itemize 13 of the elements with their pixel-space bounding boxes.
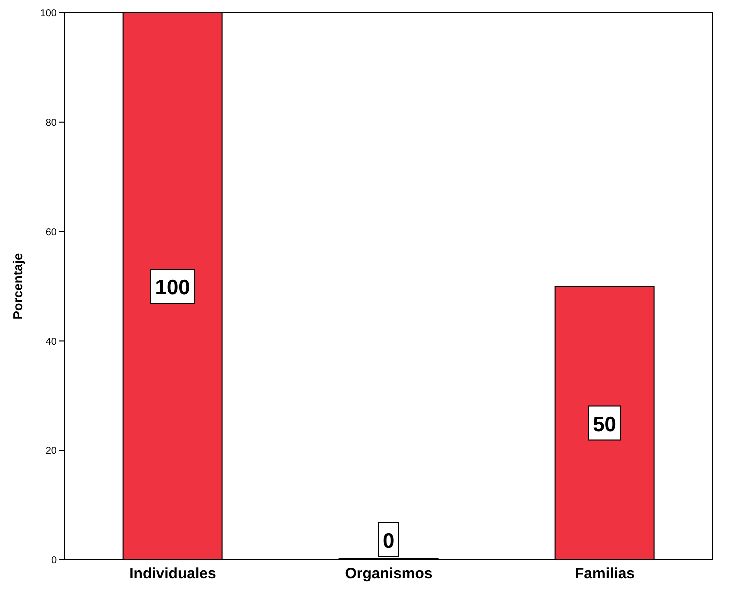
y-tick-label: 80 — [46, 118, 58, 129]
x-tick-label: Organismos — [345, 566, 433, 583]
x-tick-label: Individuales — [130, 566, 216, 583]
y-tick-label: 100 — [40, 8, 58, 20]
data-label: 0 — [382, 530, 395, 553]
y-tick-label: 20 — [46, 446, 58, 458]
y-tick-label: 60 — [46, 227, 58, 238]
data-label: 50 — [593, 413, 616, 436]
x-tick-label: Familias — [574, 566, 636, 583]
y-axis-title: Porcentaje — [10, 253, 26, 320]
y-tick-label: 40 — [46, 336, 58, 348]
y-tick-label: 0 — [51, 556, 58, 567]
data-label: 100 — [155, 276, 190, 300]
